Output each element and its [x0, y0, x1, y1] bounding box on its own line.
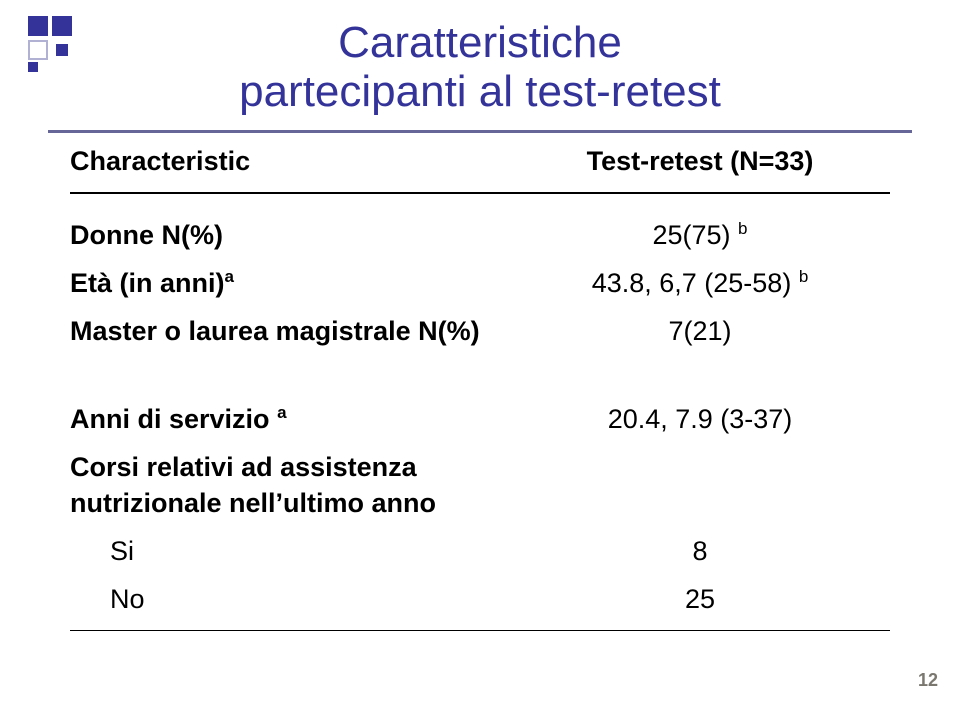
row-master: Master o laurea magistrale N(%) 7(21) — [70, 310, 890, 358]
row-corsi-1: Corsi relativi ad assistenza — [70, 446, 890, 482]
label-corsi-line1: Corsi relativi ad assistenza — [70, 452, 417, 483]
label-no: No — [110, 584, 145, 615]
label-eta: Età (in anni)a — [70, 268, 234, 299]
row-anni: Anni di servizio a 20.4, 7.9 (3-37) — [70, 398, 890, 446]
row-corsi-2: nutrizionale nell’ultimo anno — [70, 482, 890, 530]
header-testretest: Test-retest (N=33) — [550, 146, 850, 177]
header-characteristic: Characteristic — [70, 146, 250, 177]
label-master: Master o laurea magistrale N(%) — [70, 316, 480, 347]
label-anni: Anni di servizio a — [70, 404, 287, 435]
title-line1: Caratteristiche — [338, 18, 622, 67]
row-donne: Donne N(%) 25(75) b — [70, 214, 890, 262]
value-no: 25 — [550, 584, 850, 615]
value-eta: 43.8, 6,7 (25-58) b — [550, 268, 850, 299]
value-master: 7(21) — [550, 316, 850, 347]
value-anni: 20.4, 7.9 (3-37) — [550, 404, 850, 435]
value-donne: 25(75) b — [550, 220, 850, 251]
title-line2: partecipanti al test-retest — [239, 67, 721, 116]
label-donne: Donne N(%) — [70, 220, 223, 251]
value-si: 8 — [550, 536, 850, 567]
row-no: No 25 — [70, 578, 890, 626]
table-divider — [70, 192, 890, 194]
label-si: Si — [110, 536, 134, 567]
page-number: 12 — [918, 670, 938, 691]
slide-title: Caratteristiche partecipanti al test-ret… — [0, 18, 960, 117]
table-bottom-divider — [70, 630, 890, 631]
table: Characteristic Test-retest (N=33) Donne … — [70, 140, 890, 637]
table-header-row: Characteristic Test-retest (N=33) — [70, 140, 890, 188]
label-corsi-line2: nutrizionale nell’ultimo anno — [70, 488, 436, 519]
row-si: Si 8 — [70, 530, 890, 578]
title-underline — [48, 130, 912, 133]
row-eta: Età (in anni)a 43.8, 6,7 (25-58) b — [70, 262, 890, 310]
